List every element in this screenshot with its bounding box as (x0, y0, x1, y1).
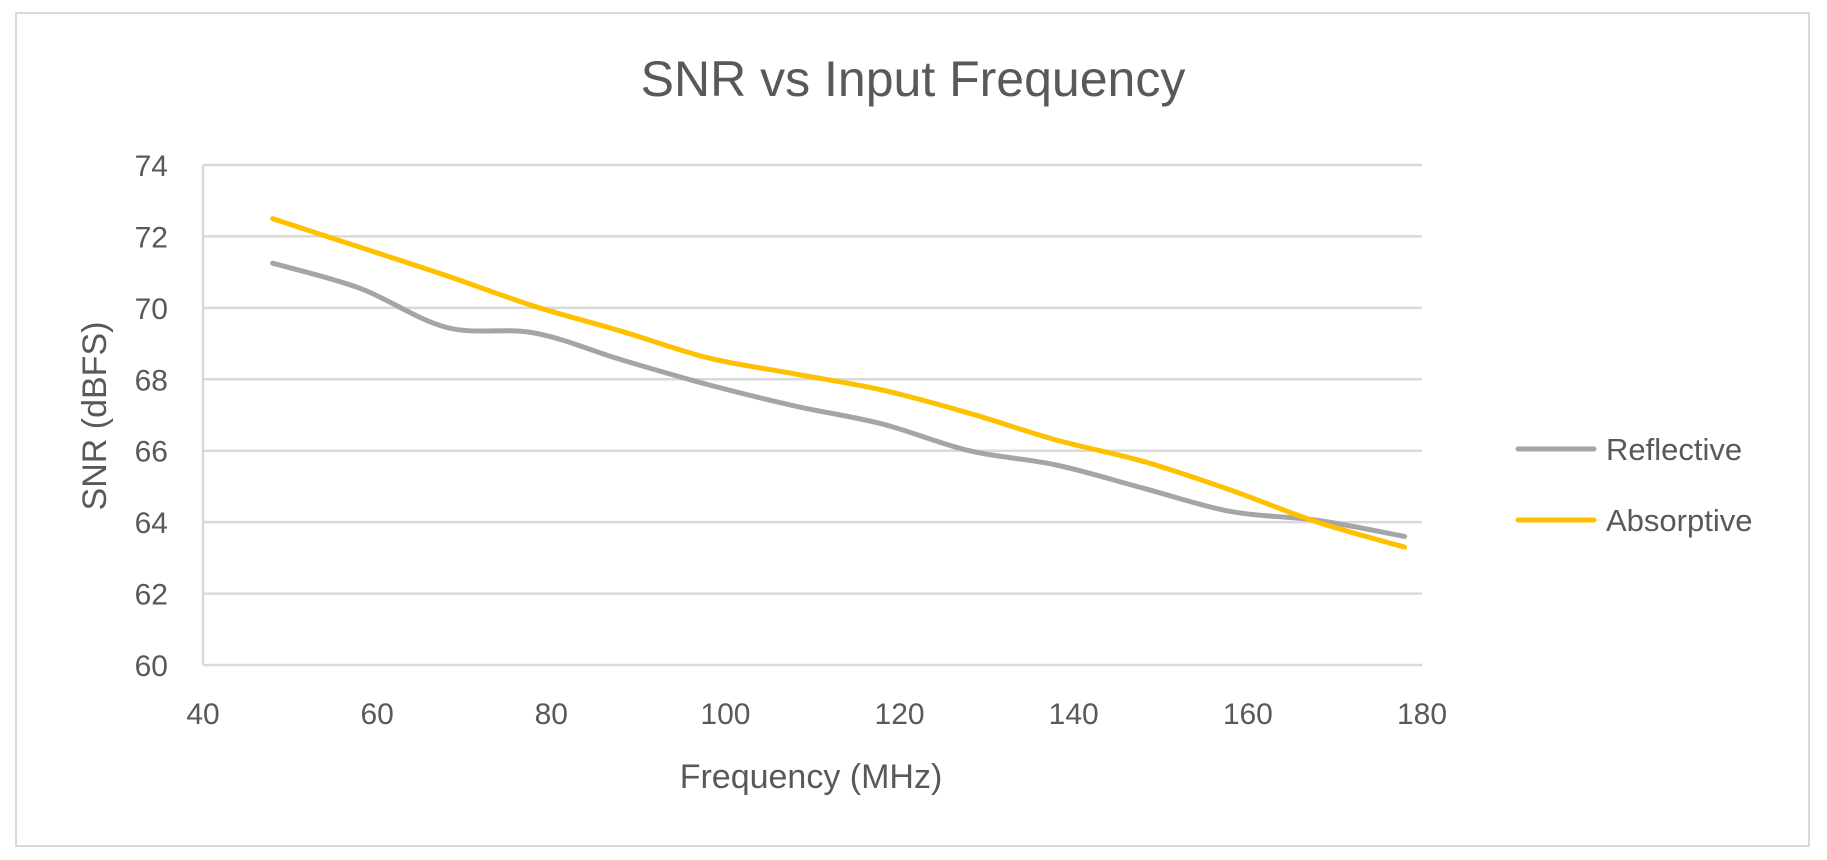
legend-label-reflective: Reflective (1606, 432, 1742, 467)
series-lines (270, 216, 1408, 550)
y-tick-label: 64 (135, 507, 168, 540)
gridlines (201, 163, 1422, 667)
x-tick-label: 180 (1397, 698, 1447, 731)
x-tick-labels: 40 60 80 100 120 140 160 180 (186, 698, 1447, 731)
x-tick-label: 60 (360, 698, 393, 731)
series-line-reflective (270, 260, 1408, 539)
x-tick-label: 160 (1223, 698, 1273, 731)
series-line-absorptive (270, 216, 1408, 550)
chart-title: SNR vs Input Frequency (641, 51, 1186, 107)
y-tick-labels: 60 62 64 66 68 70 72 74 (135, 150, 168, 683)
y-axis-title: SNR (dBFS) (76, 322, 114, 511)
y-tick-label: 60 (135, 650, 168, 683)
y-tick-label: 70 (135, 293, 168, 326)
y-tick-label: 68 (135, 364, 168, 397)
y-tick-label: 62 (135, 579, 168, 612)
x-tick-label: 100 (700, 698, 750, 731)
x-tick-label: 40 (186, 698, 219, 731)
x-axis-title: Frequency (MHz) (680, 758, 943, 796)
legend-label-absorptive: Absorptive (1606, 503, 1752, 538)
x-tick-label: 120 (875, 698, 925, 731)
legend: Reflective Absorptive (1515, 432, 1752, 538)
chart-frame (15, 12, 1810, 847)
x-tick-label: 80 (535, 698, 568, 731)
x-tick-label: 140 (1049, 698, 1099, 731)
y-tick-label: 72 (135, 221, 168, 254)
y-tick-label: 74 (135, 150, 168, 183)
y-tick-label: 66 (135, 436, 168, 469)
